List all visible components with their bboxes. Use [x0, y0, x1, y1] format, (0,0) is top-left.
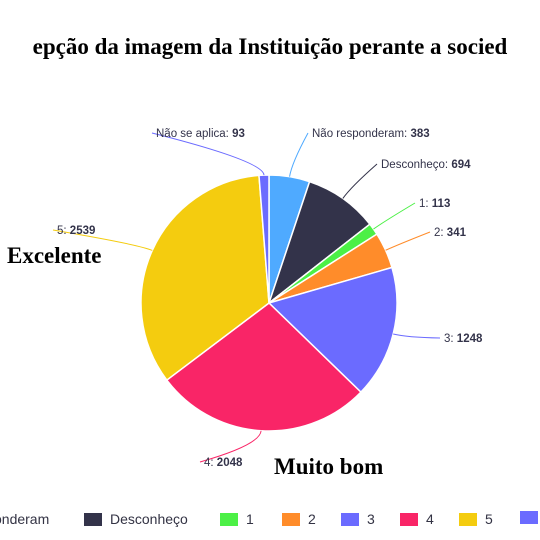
legend-label: onderam — [0, 511, 50, 527]
data-label-2: 2: 341 — [434, 227, 467, 239]
legend-label: 5 — [485, 511, 493, 527]
legend-label: 3 — [367, 511, 375, 527]
pie-slice-3[interactable] — [267, 266, 398, 394]
leader-line-2 — [385, 231, 431, 251]
chart-title: epção da imagem da Instituição perante a… — [32, 34, 508, 59]
legend-label: Desconheço — [110, 511, 188, 527]
legend-label: 4 — [426, 511, 434, 527]
annotation-excelente: Excelente — [7, 243, 102, 268]
data-label-nao-se-aplica: Não se aplica: 93 — [156, 128, 245, 140]
legend-item-4[interactable]: 4 — [400, 511, 434, 527]
leader-line-nao-se-aplica — [151, 132, 265, 176]
data-label-3: 3: 1248 — [444, 333, 483, 345]
leader-line-5 — [52, 229, 153, 251]
leader-line-1 — [373, 202, 416, 230]
legend-label: 1 — [246, 511, 254, 527]
legend-item-desconheco[interactable]: Desconheço — [84, 511, 188, 527]
data-label-1: 1: 113 — [419, 198, 450, 210]
leader-line-nao-responderam — [289, 132, 309, 177]
annotation-muito-bom: Muito bom — [274, 454, 384, 479]
data-label-nao-responderam: Não responderam: 383 — [312, 128, 430, 140]
data-label-4: 4: 2048 — [204, 457, 243, 469]
legend-item-series-7[interactable] — [520, 511, 540, 524]
chart-legend: onderam Desconheço 1 2 3 4 5 — [0, 511, 540, 531]
pie-slice-4[interactable] — [165, 302, 362, 432]
leader-line-3 — [393, 333, 441, 339]
legend-swatch — [282, 512, 300, 526]
leader-line-desconheco — [342, 163, 378, 199]
legend-swatch — [84, 512, 102, 526]
legend-item-2[interactable]: 2 — [282, 511, 316, 527]
data-label-5: 5: 2539 — [57, 225, 95, 237]
legend-item-1[interactable]: 1 — [220, 511, 254, 527]
data-label-desconheco: Desconheço: 694 — [381, 159, 471, 171]
pie-slice-5[interactable] — [140, 174, 270, 382]
legend-swatch — [459, 512, 477, 526]
legend-item-onderam[interactable]: onderam — [0, 511, 49, 527]
legend-swatch — [520, 511, 538, 524]
legend-swatch — [341, 512, 359, 526]
legend-item-3[interactable]: 3 — [341, 511, 375, 527]
legend-item-5[interactable]: 5 — [459, 511, 493, 527]
legend-swatch — [400, 512, 418, 526]
leader-line-4 — [199, 430, 262, 463]
legend-swatch — [220, 512, 238, 526]
pie-slice-nao-se-aplica[interactable] — [258, 174, 270, 304]
legend-label: 2 — [308, 511, 316, 527]
